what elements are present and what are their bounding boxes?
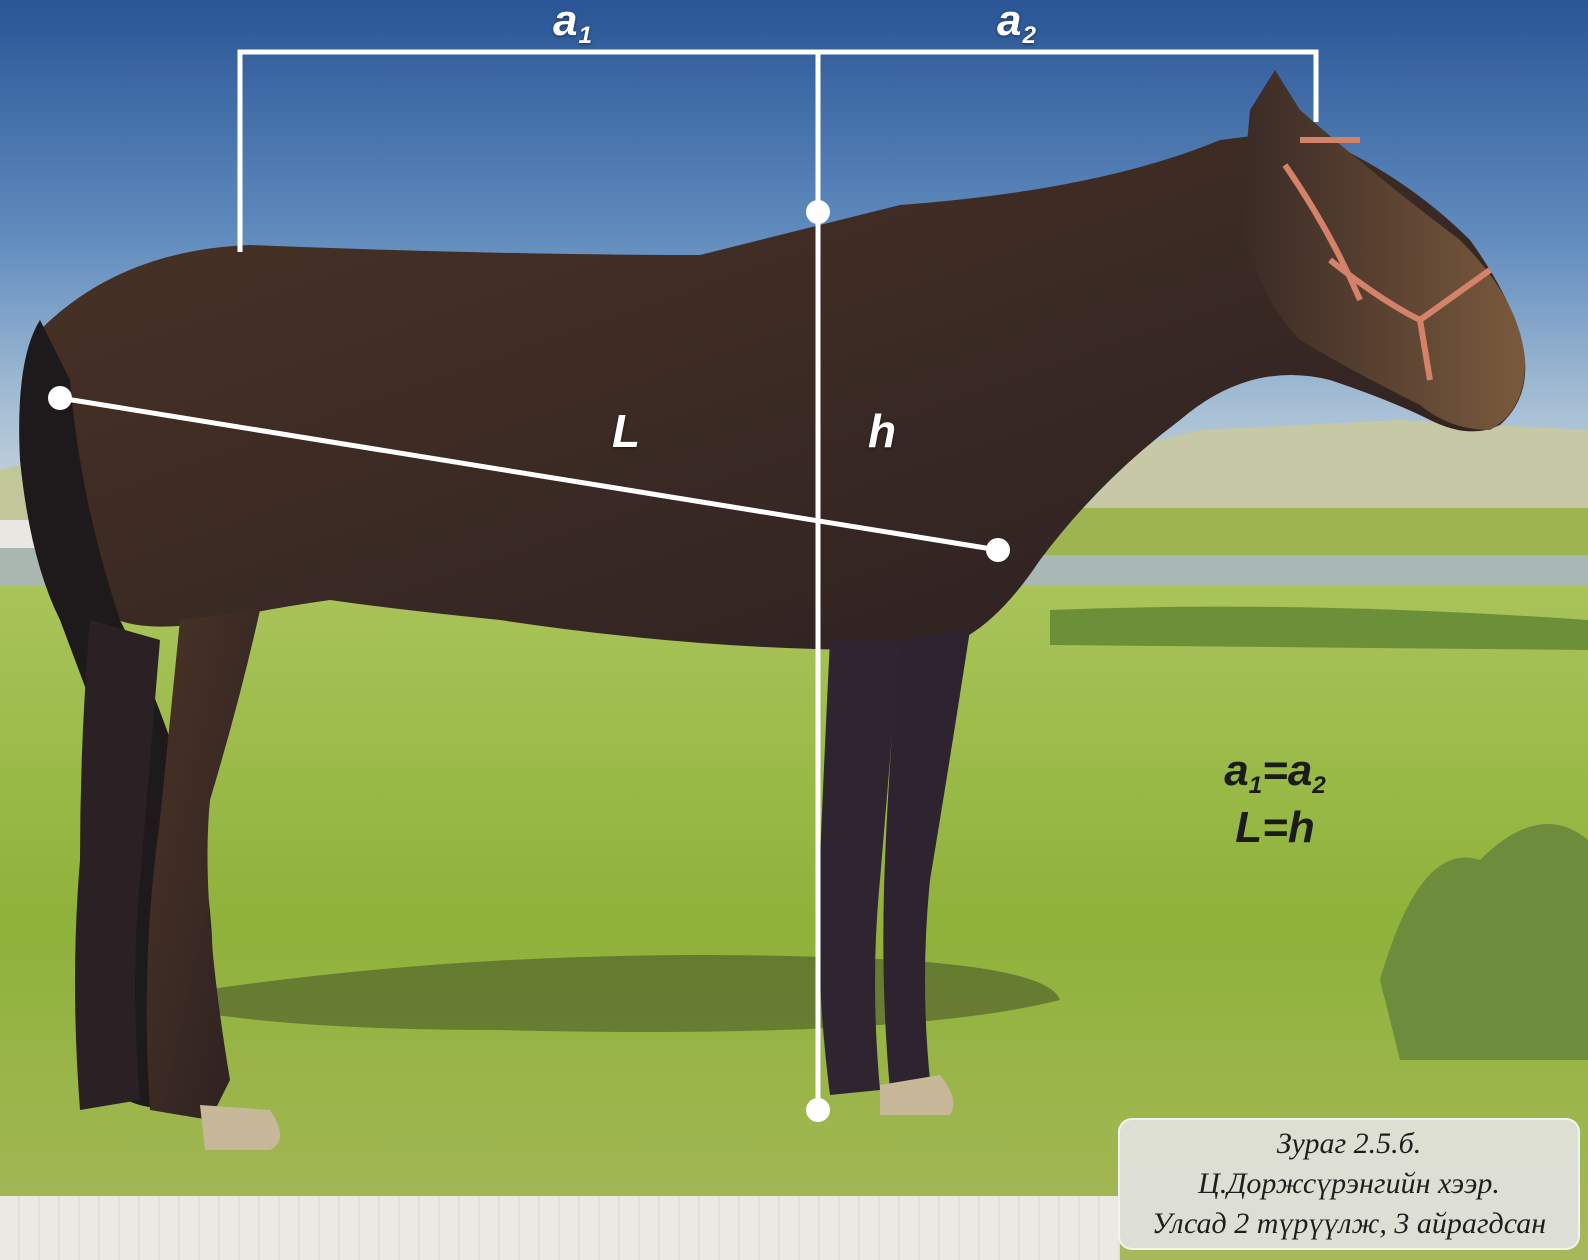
formula-a: a (1224, 746, 1249, 795)
label-a2-base: a (997, 0, 1022, 45)
proportion-formula: a1=a2 L=h (1200, 746, 1350, 853)
label-a1-base: a (553, 0, 578, 45)
measurement-guides (59, 49, 1319, 1112)
measurement-points (48, 200, 1010, 1122)
page-border-strip (0, 1196, 1120, 1260)
caption-line-3: Улсад 2 түрүүлж, 3 айрагдсан (1151, 1207, 1547, 1240)
L-line (59, 395, 999, 553)
shoulder-point (986, 538, 1010, 562)
horse (19, 70, 1526, 1120)
caption-line-2: Ц.Доржсүрэнгийн хээр. (1198, 1167, 1500, 1200)
ground-point (806, 1098, 830, 1122)
label-a2-sub: 2 (1022, 22, 1036, 50)
figure-caption: Зураг 2.5.б. Ц.Доржсүрэнгийн хээр. Улсад… (1118, 1118, 1580, 1250)
label-a2: a2 (997, 0, 1036, 50)
reeds (1040, 508, 1588, 560)
halter (1282, 137, 1492, 381)
label-a1-sub: 1 (578, 22, 592, 50)
label-L: L (612, 405, 641, 457)
formula-eq: =a (1262, 746, 1313, 795)
a-bracket (237, 49, 1319, 252)
grass-tuft (1380, 824, 1588, 1060)
formula-sub-2: 2 (1312, 772, 1326, 800)
distant-hills (1040, 420, 1588, 520)
caption-line-1: Зураг 2.5.б. (1276, 1127, 1422, 1160)
formula-line-1: a1=a2 (1200, 746, 1350, 803)
label-h: h (868, 405, 897, 457)
formula-sub-1: 1 (1248, 772, 1263, 800)
withers-point (806, 200, 830, 224)
formula-line-2: L=h (1235, 803, 1315, 852)
buttock-point (48, 386, 72, 410)
label-a1: a1 (553, 0, 592, 50)
